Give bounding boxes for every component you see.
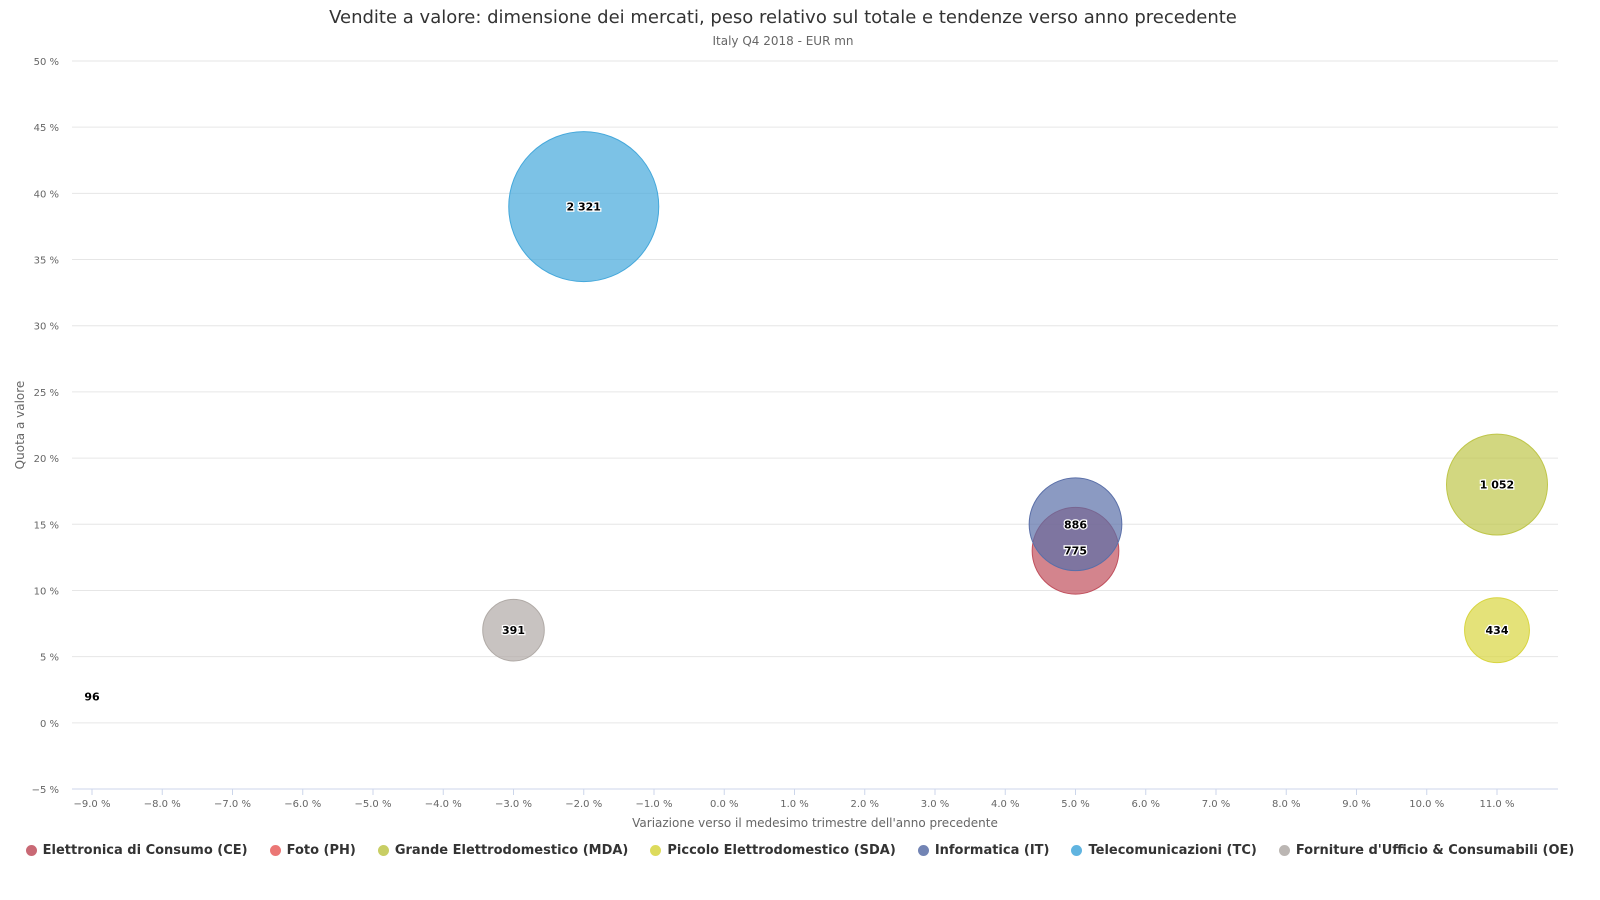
x-tick-label: 11.0 % xyxy=(1480,799,1515,810)
x-tick-label: 8.0 % xyxy=(1272,799,1301,810)
chart-title: Vendite a valore: dimensione dei mercati… xyxy=(329,7,1237,28)
y-tick-label: 20 % xyxy=(34,454,59,465)
legend-label: Elettronica di Consumo (CE) xyxy=(42,843,248,858)
x-tick-label: 10.0 % xyxy=(1409,799,1444,810)
x-tick-label: 9.0 % xyxy=(1342,799,1371,810)
legend-swatch-icon xyxy=(25,845,37,856)
legend-item[interactable]: Piccolo Elettrodomestico (SDA) xyxy=(650,843,896,858)
y-tick-label: 15 % xyxy=(34,520,59,531)
x-tick-label: −1.0 % xyxy=(636,799,673,810)
x-tick-label: 5.0 % xyxy=(1061,799,1090,810)
legend-label: Forniture d'Ufficio & Consumabili (OE) xyxy=(1295,843,1575,858)
legend-item[interactable]: Informatica (IT) xyxy=(917,843,1050,858)
legend-swatch-icon xyxy=(377,845,389,856)
x-axis-ticks: −9.0 % −8.0 % −7.0 % −6.0 % −5.0 % −4.0 % −3.0… xyxy=(74,789,1515,810)
grid xyxy=(72,60,1558,790)
x-tick-label: 6.0 % xyxy=(1131,799,1160,810)
x-tick-label: 3.0 % xyxy=(921,799,950,810)
x-tick-label: −5.0 % xyxy=(355,799,392,810)
legend-item[interactable]: Foto (PH) xyxy=(269,843,356,858)
legend-swatch-icon xyxy=(1071,845,1083,856)
x-tick-label: −8.0 % xyxy=(144,799,181,810)
legend-swatch-icon xyxy=(269,845,281,856)
y-tick-label: 35 % xyxy=(34,256,59,267)
x-tick-label: −4.0 % xyxy=(425,799,462,810)
legend-label: Foto (PH) xyxy=(286,843,356,858)
x-tick-label: 4.0 % xyxy=(991,799,1020,810)
legend: Elettronica di Consumo (CE) Foto (PH) Gran… xyxy=(0,843,1600,858)
x-tick-label: 1.0 % xyxy=(780,799,809,810)
legend-item[interactable]: Elettronica di Consumo (CE) xyxy=(25,843,248,858)
bubble-label: 886 xyxy=(1064,518,1087,531)
legend-swatch-icon xyxy=(1278,845,1290,856)
y-tick-label: 40 % xyxy=(34,189,59,200)
y-tick-label: 0 % xyxy=(40,719,59,730)
legend-item[interactable]: Telecomunicazioni (TC) xyxy=(1071,843,1257,858)
x-tick-label: −7.0 % xyxy=(214,799,251,810)
legend-item[interactable]: Forniture d'Ufficio & Consumabili (OE) xyxy=(1278,843,1575,858)
bubble[interactable] xyxy=(1028,477,1123,572)
x-tick-label: −9.0 % xyxy=(74,799,111,810)
bubble[interactable] xyxy=(1446,433,1548,536)
legend-label: Piccolo Elettrodomestico (SDA) xyxy=(667,843,896,858)
bubble-label: 775 xyxy=(1064,545,1087,558)
x-axis-title: Variazione verso il medesimo trimestre d… xyxy=(632,816,998,830)
bubble-label: 2 321 xyxy=(567,201,601,214)
x-tick-label: −2.0 % xyxy=(565,799,602,810)
y-tick-label: 45 % xyxy=(34,123,59,134)
x-tick-label: −3.0 % xyxy=(495,799,532,810)
y-tick-label: 25 % xyxy=(34,388,59,399)
x-tick-label: 7.0 % xyxy=(1202,799,1231,810)
bubble-label: 391 xyxy=(502,624,525,637)
bubble[interactable] xyxy=(482,598,545,662)
legend-label: Grande Elettrodomestico (MDA) xyxy=(394,843,629,858)
legend-swatch-icon xyxy=(650,845,662,856)
legend-item[interactable]: Grande Elettrodomestico (MDA) xyxy=(377,843,629,858)
chart-subtitle: Italy Q4 2018 - EUR mn xyxy=(712,34,853,48)
bubble-label: 1 052 xyxy=(1480,479,1514,492)
legend-swatch-icon xyxy=(917,845,929,856)
y-tick-label: 30 % xyxy=(34,322,59,333)
x-tick-label: −6.0 % xyxy=(284,799,321,810)
bubble[interactable] xyxy=(1464,597,1530,664)
y-tick-label: 50 % xyxy=(34,57,59,68)
bubble-label: 434 xyxy=(1486,624,1509,637)
y-tick-label: −5 % xyxy=(32,785,59,796)
x-tick-label: 2.0 % xyxy=(850,799,879,810)
y-axis-ticks: −5 % 0 % 5 % 10 % 15 % 20 % 25 % 30 % 35 % 40 % 45… xyxy=(32,57,59,796)
bubble-label: 96 xyxy=(84,690,100,703)
bubbles: 775 96 1 052 434 886 2 321 391 xyxy=(83,131,1548,705)
y-tick-label: 10 % xyxy=(34,586,59,597)
y-tick-label: 5 % xyxy=(40,653,59,664)
y-axis-title: Quota a valore xyxy=(13,381,27,470)
x-tick-label: 0.0 % xyxy=(710,799,739,810)
legend-label: Telecomunicazioni (TC) xyxy=(1088,843,1257,858)
legend-label: Informatica (IT) xyxy=(934,843,1050,858)
bubble[interactable] xyxy=(508,131,660,283)
